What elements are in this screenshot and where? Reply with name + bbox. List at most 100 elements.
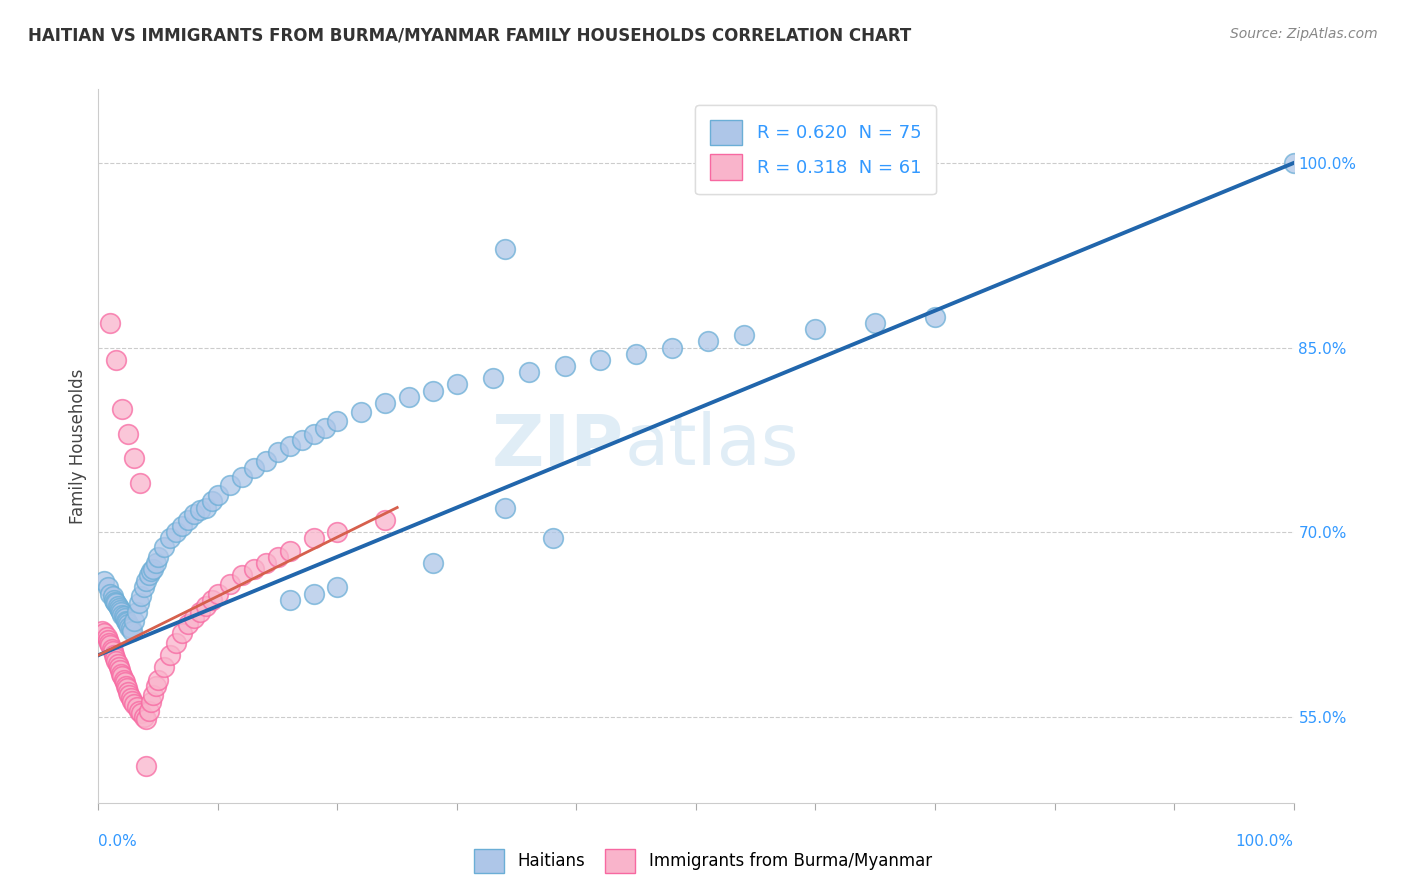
Point bbox=[148, 673, 170, 687]
Point bbox=[188, 503, 211, 517]
Point bbox=[165, 636, 187, 650]
Point bbox=[105, 597, 128, 611]
Point bbox=[145, 556, 167, 570]
Point bbox=[231, 469, 253, 483]
Point bbox=[326, 525, 349, 540]
Point bbox=[165, 525, 187, 540]
Point bbox=[104, 650, 127, 665]
Point bbox=[278, 592, 301, 607]
Point bbox=[117, 426, 139, 441]
Point bbox=[422, 384, 444, 398]
Point bbox=[115, 615, 138, 629]
Point bbox=[107, 660, 129, 674]
Point bbox=[105, 654, 128, 668]
Point bbox=[107, 657, 129, 671]
Point bbox=[91, 624, 114, 638]
Point bbox=[231, 568, 253, 582]
Point bbox=[733, 328, 755, 343]
Text: atlas: atlas bbox=[624, 411, 799, 481]
Point bbox=[124, 698, 146, 712]
Point bbox=[219, 576, 242, 591]
Point bbox=[132, 709, 155, 723]
Point bbox=[267, 445, 290, 459]
Point bbox=[142, 688, 165, 702]
Point bbox=[118, 688, 141, 702]
Point bbox=[98, 636, 121, 650]
Text: Source: ZipAtlas.com: Source: ZipAtlas.com bbox=[1230, 27, 1378, 41]
Point bbox=[446, 377, 468, 392]
Point bbox=[541, 531, 564, 545]
Point bbox=[125, 605, 148, 619]
Point bbox=[131, 589, 153, 603]
Point bbox=[243, 562, 266, 576]
Point bbox=[124, 614, 146, 628]
Point bbox=[115, 679, 138, 693]
Point bbox=[115, 614, 138, 628]
Point bbox=[863, 316, 887, 330]
Point bbox=[132, 581, 155, 595]
Point bbox=[398, 390, 420, 404]
Point bbox=[1282, 156, 1305, 170]
Point bbox=[131, 706, 153, 720]
Point bbox=[115, 681, 138, 696]
Point bbox=[112, 608, 135, 623]
Point bbox=[138, 704, 160, 718]
Point bbox=[98, 638, 122, 652]
Point bbox=[201, 592, 224, 607]
Point bbox=[111, 669, 134, 683]
Point bbox=[129, 475, 152, 490]
Point bbox=[98, 316, 122, 330]
Point bbox=[153, 660, 176, 674]
Point bbox=[120, 691, 142, 706]
Point bbox=[103, 592, 125, 607]
Point bbox=[128, 704, 150, 718]
Point bbox=[177, 513, 200, 527]
Point bbox=[188, 605, 211, 619]
Point bbox=[278, 543, 301, 558]
Point bbox=[108, 663, 131, 677]
Point bbox=[302, 426, 325, 441]
Point bbox=[135, 712, 157, 726]
Point bbox=[326, 581, 349, 595]
Point bbox=[183, 611, 205, 625]
Point bbox=[112, 673, 135, 687]
Point bbox=[114, 611, 136, 625]
Point bbox=[118, 620, 141, 634]
Point bbox=[661, 341, 683, 355]
Text: 0.0%: 0.0% bbox=[98, 834, 138, 849]
Point bbox=[924, 310, 946, 324]
Point bbox=[159, 648, 181, 662]
Point bbox=[183, 507, 205, 521]
Point bbox=[120, 621, 142, 635]
Point bbox=[101, 644, 124, 658]
Point bbox=[159, 531, 181, 545]
Point bbox=[267, 549, 290, 564]
Text: ZIP: ZIP bbox=[492, 411, 624, 481]
Point bbox=[117, 617, 139, 632]
Point bbox=[350, 404, 373, 418]
Point bbox=[494, 242, 516, 256]
Point bbox=[374, 396, 396, 410]
Point bbox=[111, 607, 134, 622]
Point bbox=[138, 568, 160, 582]
Point bbox=[626, 347, 648, 361]
Point bbox=[103, 648, 125, 662]
Y-axis label: Family Households: Family Households bbox=[69, 368, 87, 524]
Point bbox=[135, 759, 157, 773]
Point bbox=[96, 630, 118, 644]
Point bbox=[100, 642, 122, 657]
Point bbox=[111, 402, 134, 417]
Point bbox=[93, 626, 115, 640]
Point bbox=[517, 365, 540, 379]
Point bbox=[142, 562, 165, 576]
Point bbox=[494, 500, 516, 515]
Point bbox=[121, 694, 143, 708]
Point bbox=[101, 589, 124, 603]
Point bbox=[302, 531, 325, 545]
Point bbox=[107, 601, 129, 615]
Point bbox=[254, 454, 277, 468]
Point bbox=[107, 599, 129, 613]
Point bbox=[254, 556, 277, 570]
Point bbox=[172, 519, 194, 533]
Point bbox=[804, 322, 827, 336]
